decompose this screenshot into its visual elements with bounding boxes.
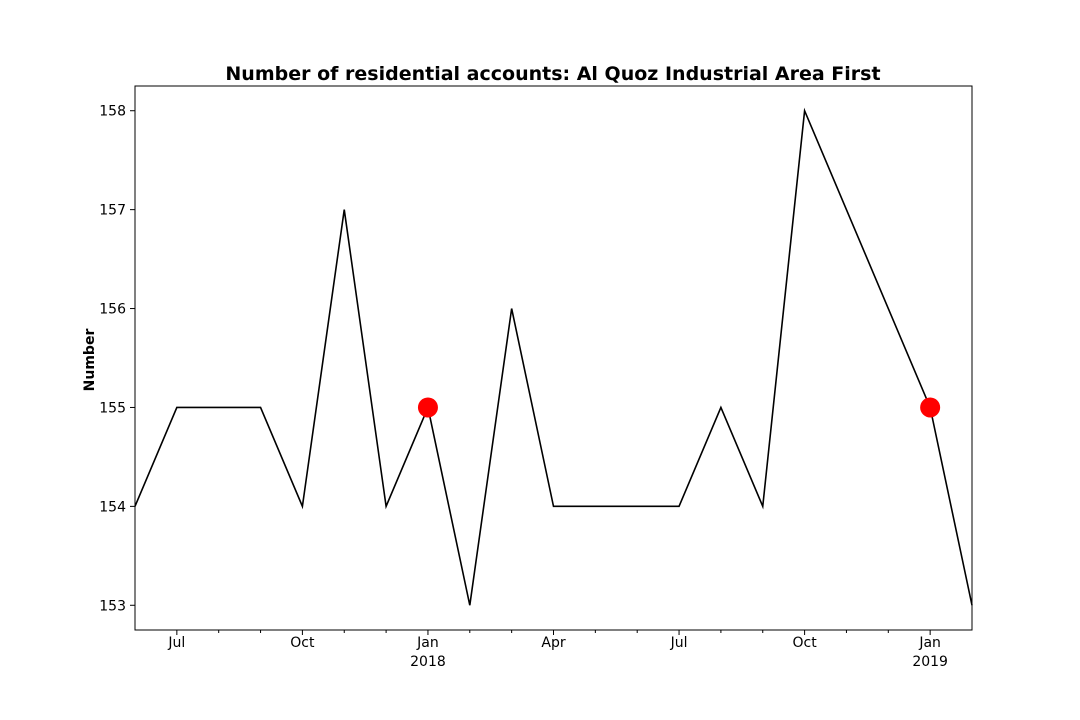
x-tick-label-6: Jan: [918, 635, 941, 651]
x-tick-label-1: Oct: [290, 635, 315, 651]
plot-area: 153 154 155 156 157 158 Jul Oct Jan 2018 Apr Jul Oct…: [99, 85, 973, 670]
y-tick-label-2: 155: [99, 400, 126, 416]
y-tick-label-4: 157: [99, 203, 126, 219]
x-tick-year-label-2: 2018: [410, 654, 446, 670]
y-tick-label-3: 156: [99, 302, 126, 318]
y-tick-label-1: 154: [99, 499, 126, 515]
y-tick-label-0: 153: [99, 598, 126, 614]
chart-title: Number of residential accounts: Al Quoz …: [225, 63, 880, 85]
x-tick-label-5: Oct: [792, 635, 817, 651]
highlight-point-1: [920, 397, 941, 418]
x-tick-label-2: Jan: [416, 635, 439, 651]
x-tick-label-4: Jul: [670, 635, 688, 651]
y-tick-label-5: 158: [99, 104, 126, 120]
x-tick-label-3: Apr: [541, 635, 565, 651]
y-axis-label: Number: [82, 329, 98, 392]
series-line-0: [134, 107, 973, 606]
x-tick-label-0: Jul: [167, 635, 185, 651]
x-tick-year-label-6: 2019: [912, 654, 948, 670]
highlight-point-0: [417, 397, 438, 418]
